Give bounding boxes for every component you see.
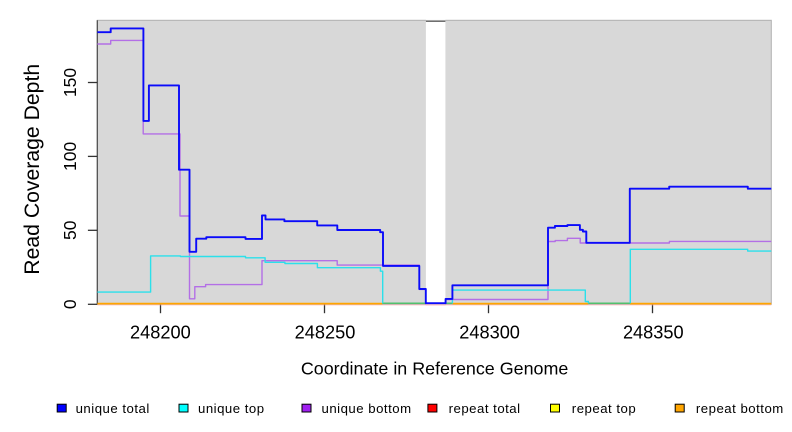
svg-text:100: 100 xyxy=(60,142,80,171)
svg-text:Read Coverage Depth: Read Coverage Depth xyxy=(21,64,44,275)
svg-text:0: 0 xyxy=(60,299,80,309)
svg-text:248300: 248300 xyxy=(459,322,520,342)
svg-text:unique total: unique total xyxy=(76,401,150,416)
svg-text:50: 50 xyxy=(60,220,80,240)
svg-text:repeat top: repeat top xyxy=(572,401,636,416)
svg-text:unique bottom: unique bottom xyxy=(322,401,412,416)
svg-text:248350: 248350 xyxy=(623,322,684,342)
svg-text:248250: 248250 xyxy=(295,322,356,342)
svg-text:unique top: unique top xyxy=(198,401,265,416)
svg-text:150: 150 xyxy=(60,68,80,97)
svg-text:repeat bottom: repeat bottom xyxy=(696,401,784,416)
svg-text:repeat total: repeat total xyxy=(449,401,521,416)
svg-text:Coordinate in Reference Genome: Coordinate in Reference Genome xyxy=(301,358,569,378)
svg-text:248200: 248200 xyxy=(130,322,191,342)
